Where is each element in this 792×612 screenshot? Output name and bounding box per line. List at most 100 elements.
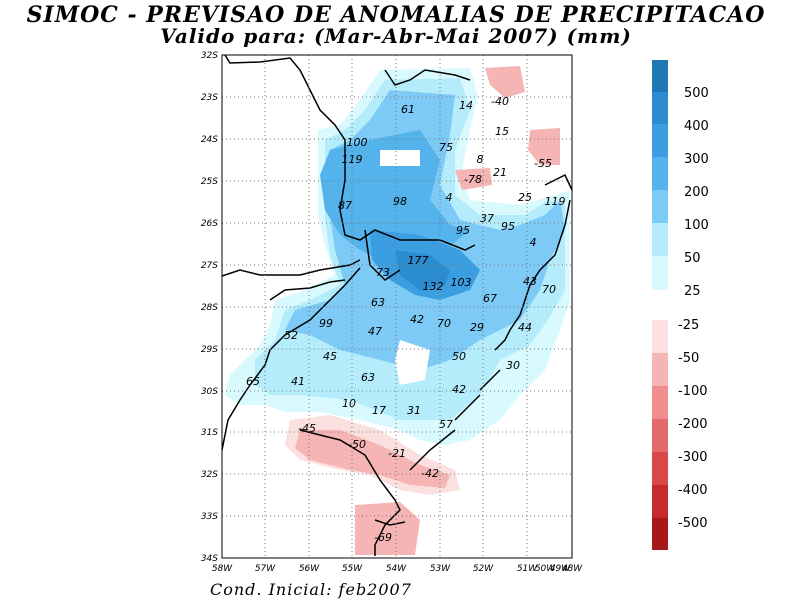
lon-tick: 52W — [473, 564, 494, 574]
value-label: -50 — [348, 438, 366, 451]
legend-label: 300 — [684, 152, 709, 167]
value-label: 44 — [518, 321, 532, 334]
legend-positive: 500 400 300 200 100 50 25 — [652, 60, 709, 299]
legend-label: -400 — [678, 483, 708, 498]
map-frame — [221, 54, 573, 559]
value-labels: 61 14 -40 15 100 119 75 8 -55 21 -78 98 … — [246, 95, 566, 544]
legend-swatch — [652, 223, 668, 256]
lat-tick: 23S — [201, 93, 218, 103]
lat-tick: 32S — [201, 51, 218, 61]
map-subtitle: Valido para: (Mar-Abr-Mai 2007) (mm) — [160, 24, 632, 48]
lon-tick: 50W — [535, 564, 556, 574]
value-label: 21 — [493, 166, 507, 179]
value-label: -42 — [421, 467, 439, 480]
legend-swatch — [652, 157, 668, 190]
initial-condition-caption: Cond. Inicial: feb2007 — [210, 580, 412, 599]
value-label: 42 — [410, 313, 424, 326]
lon-tick: 56W — [299, 564, 320, 574]
lat-tick: 24S — [201, 135, 218, 145]
lon-tick: 49W — [550, 564, 571, 574]
lat-tick: 32S — [201, 470, 218, 480]
legend-label: 25 — [684, 284, 701, 299]
lat-tick: 28S — [201, 303, 218, 313]
value-label: 47 — [368, 325, 382, 338]
value-label: 4 — [446, 191, 453, 204]
value-label: 95 — [501, 220, 515, 233]
lat-tick: 27S — [201, 261, 218, 271]
legend-label: -500 — [678, 516, 708, 531]
value-label: 37 — [480, 212, 494, 225]
lon-tick: 48W — [562, 564, 583, 574]
legend-label: 50 — [684, 251, 701, 266]
lon-tick: 58W — [212, 564, 233, 574]
legend-label: -25 — [678, 318, 699, 333]
legend-label: 200 — [684, 185, 709, 200]
legend-label: -100 — [678, 384, 708, 399]
value-label: 99 — [319, 317, 333, 330]
lat-tick: 33S — [201, 512, 218, 522]
legend-swatch — [652, 256, 668, 290]
value-label: 25 — [518, 191, 532, 204]
lon-tick: 53W — [430, 564, 451, 574]
lat-tick: 29S — [201, 345, 218, 355]
legend-swatch — [652, 60, 668, 92]
legend-label: 500 — [684, 86, 709, 101]
value-label: 73 — [376, 266, 390, 279]
value-label: -69 — [374, 531, 392, 544]
value-label: 57 — [439, 418, 453, 431]
value-label: -45 — [298, 422, 316, 435]
value-label: 42 — [452, 383, 466, 396]
legend-swatch — [652, 485, 668, 518]
value-label: 43 — [523, 275, 537, 288]
value-label: 29 — [470, 321, 484, 334]
legend-swatch — [652, 452, 668, 485]
legend-swatch — [652, 518, 668, 550]
value-label: 119 — [342, 153, 363, 166]
value-label: 87 — [338, 199, 352, 212]
value-label: 50 — [452, 350, 466, 363]
lon-tick: 55W — [342, 564, 363, 574]
value-label: -21 — [388, 447, 406, 460]
legend-label: -200 — [678, 417, 708, 432]
positive-anomaly-fills — [225, 68, 570, 445]
lon-tick: 51W — [517, 564, 538, 574]
lon-tick: 54W — [386, 564, 407, 574]
negative-anomaly-fills — [285, 66, 560, 555]
value-label: 14 — [459, 99, 473, 112]
value-label: 52 — [284, 329, 298, 342]
value-label: 67 — [483, 292, 497, 305]
value-label: 75 — [439, 141, 453, 154]
value-label: 31 — [407, 404, 421, 417]
legend-label: -50 — [678, 351, 699, 366]
value-label: 41 — [291, 375, 305, 388]
value-label: 8 — [477, 153, 484, 166]
legend-swatch — [652, 353, 668, 386]
value-label: 17 — [372, 404, 386, 417]
value-label: 95 — [456, 224, 470, 237]
lat-tick: 31S — [201, 428, 218, 438]
lon-tick: 57W — [255, 564, 276, 574]
legend-swatch — [652, 190, 668, 223]
legend-swatch — [652, 320, 668, 353]
lon-ticks: 58W 57W 56W 55W 54W 53W 52W 51W 50W 49W … — [212, 564, 583, 574]
value-label: 30 — [506, 359, 520, 372]
value-label: 10 — [342, 397, 356, 410]
legend-swatch — [652, 419, 668, 452]
value-label: 15 — [495, 125, 509, 138]
legend-swatch — [652, 124, 668, 157]
lat-tick: 26S — [201, 219, 218, 229]
legend-swatch — [652, 92, 668, 124]
value-label: -78 — [464, 173, 482, 186]
value-label: -40 — [491, 95, 509, 108]
color-legend: 500 400 300 200 100 50 25 -25 -50 -100 -… — [652, 60, 709, 550]
lat-tick: 34S — [201, 554, 218, 564]
value-label: 103 — [451, 276, 472, 289]
value-label: -55 — [534, 157, 552, 170]
value-label: 65 — [246, 375, 260, 388]
legend-swatch — [652, 386, 668, 419]
value-label: 119 — [545, 195, 566, 208]
lat-tick: 30S — [201, 387, 218, 397]
value-label: 63 — [361, 371, 375, 384]
legend-label: 400 — [684, 119, 709, 134]
